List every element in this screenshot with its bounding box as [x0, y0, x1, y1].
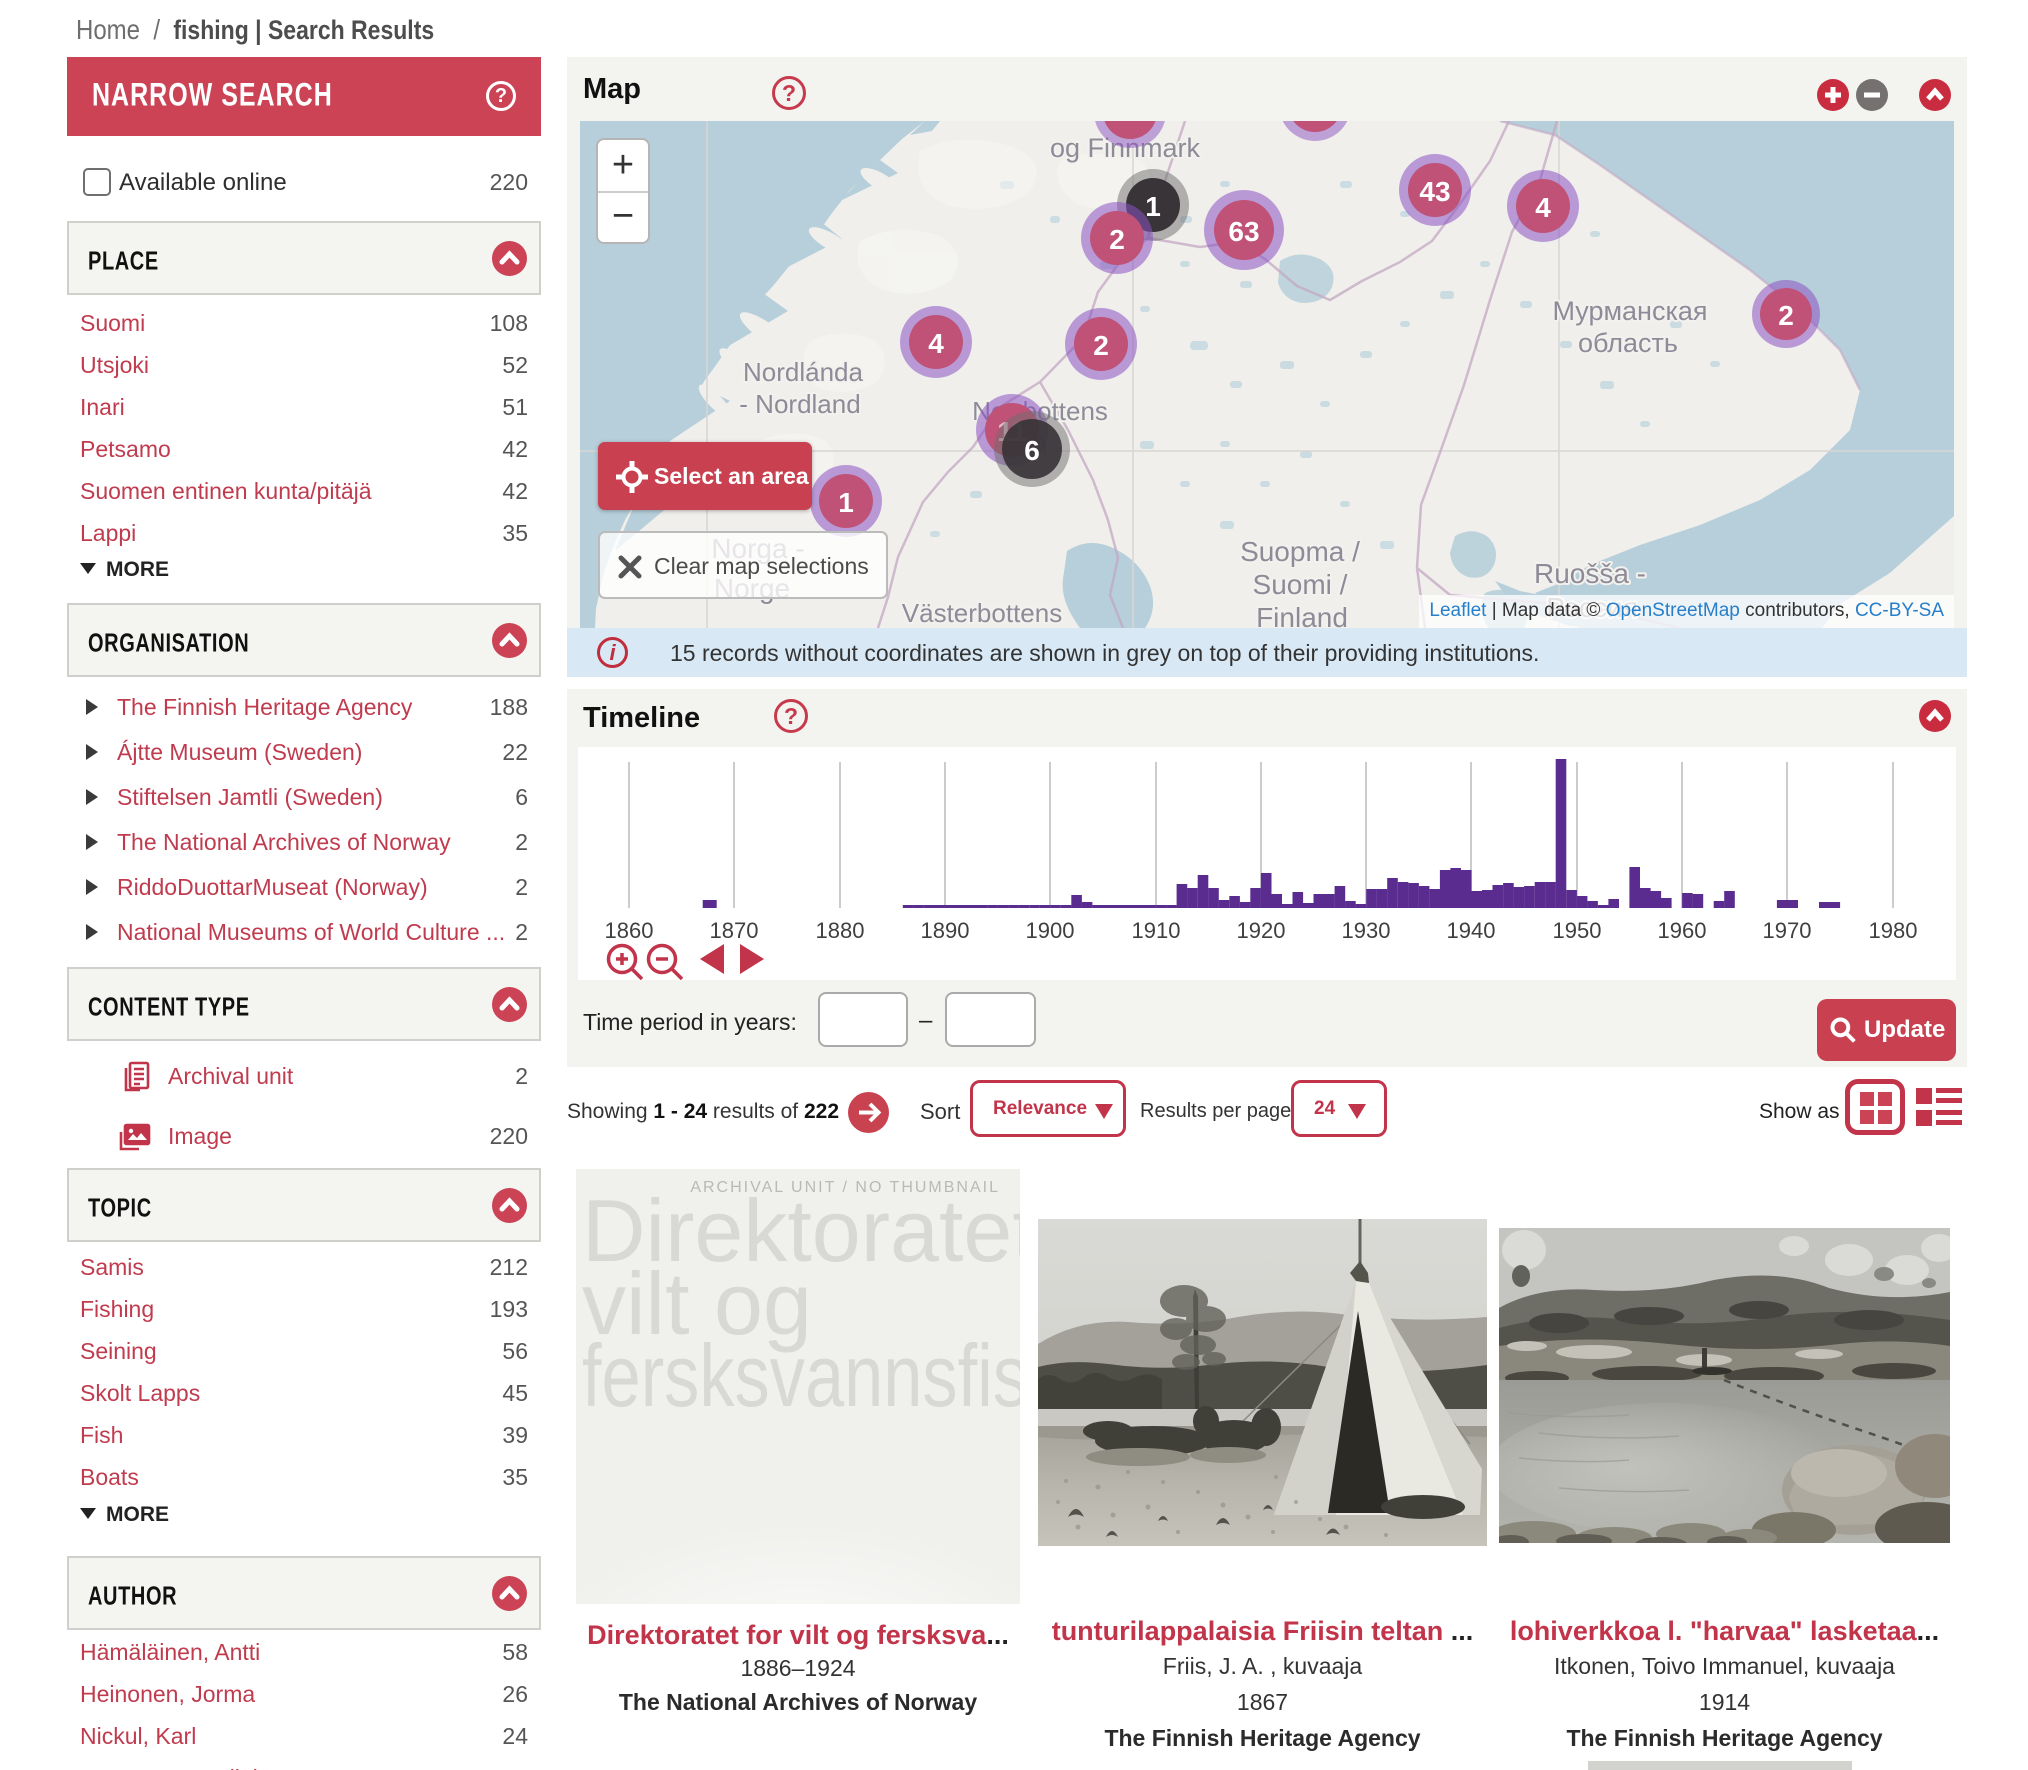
svg-text:1: 1	[1145, 191, 1161, 222]
svg-text:1950: 1950	[1553, 918, 1602, 943]
svg-text:1900: 1900	[1026, 918, 1075, 943]
svg-text:Nordlánda: Nordlánda	[743, 357, 864, 387]
svg-text:1: 1	[838, 487, 854, 518]
svg-text:1920: 1920	[1237, 918, 1286, 943]
svg-text:1980: 1980	[1869, 918, 1918, 943]
svg-text:1940: 1940	[1447, 918, 1496, 943]
svg-text:43: 43	[1419, 176, 1450, 207]
svg-text:1910: 1910	[1132, 918, 1181, 943]
svg-text:область: область	[1578, 328, 1678, 358]
svg-text:1890: 1890	[921, 918, 970, 943]
svg-text:4: 4	[1535, 192, 1551, 223]
svg-text:2: 2	[1778, 300, 1794, 331]
svg-text:4: 4	[928, 328, 944, 359]
svg-text:Finland: Finland	[1256, 602, 1348, 628]
svg-text:Ruošša -: Ruošša -	[1534, 558, 1646, 589]
svg-text:- Nordland: - Nordland	[739, 389, 860, 419]
svg-text:og Finnmark: og Finnmark	[1050, 133, 1201, 163]
svg-text:Suomi /: Suomi /	[1253, 569, 1348, 600]
svg-text:1860: 1860	[605, 918, 654, 943]
svg-text:1960: 1960	[1658, 918, 1707, 943]
svg-text:1930: 1930	[1342, 918, 1391, 943]
svg-text:Suopma /: Suopma /	[1240, 536, 1360, 567]
svg-text:1880: 1880	[816, 918, 865, 943]
svg-text:Västerbottens: Västerbottens	[902, 598, 1062, 628]
svg-text:1870: 1870	[710, 918, 759, 943]
svg-text:1970: 1970	[1763, 918, 1812, 943]
svg-text:63: 63	[1228, 216, 1259, 247]
svg-text:2: 2	[1109, 224, 1125, 255]
svg-text:Мурманская: Мурманская	[1552, 296, 1707, 326]
svg-text:2: 2	[1093, 330, 1109, 361]
svg-text:6: 6	[1024, 435, 1040, 466]
